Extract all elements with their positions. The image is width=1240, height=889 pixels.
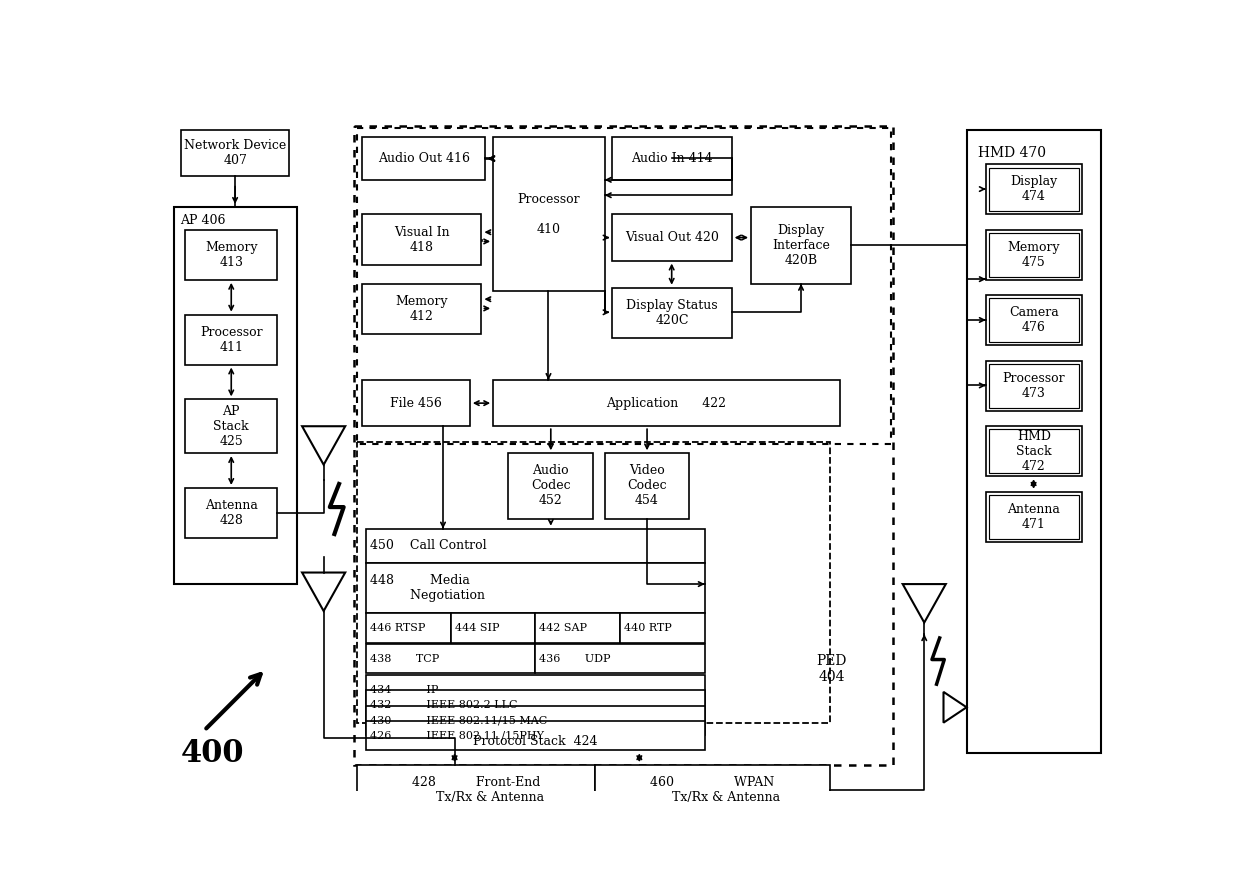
Text: Audio Out 416: Audio Out 416 (378, 152, 470, 165)
Bar (990, 233, 1079, 276)
Text: 442 SAP: 442 SAP (539, 623, 588, 633)
Text: Video
Codec
454: Video Codec 454 (627, 464, 667, 508)
Bar (355, 126, 894, 765)
Text: Visual Out 420: Visual Out 420 (625, 231, 719, 244)
Bar (357, 442, 830, 723)
Text: 436       UDP: 436 UDP (539, 653, 611, 664)
Text: 430          IEEE 802.11/15 MAC: 430 IEEE 802.11/15 MAC (370, 716, 547, 725)
Text: Memory
475: Memory 475 (1008, 241, 1060, 268)
Bar (366, 529, 704, 564)
Bar (508, 453, 593, 518)
Bar (366, 706, 704, 735)
Bar (986, 426, 1083, 477)
Bar (181, 130, 289, 176)
Text: 448         Media
          Negotiation: 448 Media Negotiation (370, 574, 485, 603)
Bar (357, 765, 595, 815)
Text: Audio
Codec
452: Audio Codec 452 (531, 464, 570, 508)
Bar (494, 138, 605, 292)
Bar (986, 361, 1083, 411)
Bar (362, 214, 481, 265)
Bar (990, 299, 1079, 342)
Text: Processor
411: Processor 411 (200, 325, 263, 354)
Bar (536, 645, 704, 673)
Text: Protocol Stack  424: Protocol Stack 424 (474, 735, 598, 749)
Bar (450, 613, 536, 643)
Bar (366, 613, 450, 643)
Bar (990, 495, 1079, 539)
Text: PED
404: PED 404 (817, 653, 847, 684)
Bar (536, 613, 620, 643)
Text: Network Device
407: Network Device 407 (184, 139, 286, 167)
Bar (986, 164, 1083, 214)
Text: Memory
413: Memory 413 (205, 241, 258, 268)
Text: AP
Stack
425: AP Stack 425 (213, 404, 249, 448)
Text: Antenna
471: Antenna 471 (1008, 502, 1060, 531)
Bar (986, 295, 1083, 346)
Text: 450    Call Control: 450 Call Control (370, 540, 486, 552)
Text: 440 RTP: 440 RTP (624, 623, 672, 633)
Bar (366, 564, 704, 613)
Text: Display Status
420C: Display Status 420C (626, 299, 718, 326)
Text: Application      422: Application 422 (606, 396, 727, 410)
Bar (751, 207, 851, 284)
Text: 428          Front-End
       Tx/Rx & Antenna: 428 Front-End Tx/Rx & Antenna (408, 776, 544, 804)
Text: HMD 470: HMD 470 (978, 146, 1047, 160)
Bar (613, 288, 732, 338)
Text: Display
474: Display 474 (1011, 175, 1058, 204)
Text: 434          IP: 434 IP (370, 685, 438, 694)
Bar (174, 207, 296, 584)
Bar (990, 167, 1079, 212)
Text: Audio In 414: Audio In 414 (631, 152, 713, 165)
Text: AP 406: AP 406 (180, 214, 226, 228)
Bar (620, 613, 704, 643)
Bar (986, 230, 1083, 280)
Text: 438       TCP: 438 TCP (370, 653, 439, 664)
Text: Display
Interface
420B: Display Interface 420B (773, 224, 830, 267)
Text: 432          IEEE 802.2 LLC: 432 IEEE 802.2 LLC (370, 700, 517, 710)
Text: File 456: File 456 (391, 396, 441, 410)
Bar (357, 128, 892, 444)
Text: 460               WPAN
       Tx/Rx & Antenna: 460 WPAN Tx/Rx & Antenna (645, 776, 780, 804)
Bar (613, 214, 732, 260)
Text: Antenna
428: Antenna 428 (205, 499, 258, 527)
Bar (613, 138, 732, 180)
Text: HMD
Stack
472: HMD Stack 472 (1016, 429, 1052, 473)
Bar (362, 138, 485, 180)
Bar (990, 429, 1079, 473)
Text: 444 SIP: 444 SIP (455, 623, 498, 633)
Bar (366, 645, 536, 673)
Bar (185, 488, 278, 538)
Text: Processor
473: Processor 473 (1003, 372, 1065, 400)
Bar (366, 691, 704, 719)
Text: 426          IEEE 802.11 /15PHY: 426 IEEE 802.11 /15PHY (370, 731, 544, 741)
Bar (595, 765, 830, 815)
Text: 446 RTSP: 446 RTSP (370, 623, 425, 633)
Bar (366, 721, 704, 750)
Bar (185, 315, 278, 364)
Bar (362, 380, 470, 426)
Bar (366, 675, 704, 704)
Text: Processor

410: Processor 410 (517, 193, 580, 236)
Bar (990, 364, 1079, 408)
Bar (967, 130, 1101, 754)
Text: Memory
412: Memory 412 (396, 295, 448, 323)
Bar (986, 492, 1083, 541)
Bar (605, 453, 689, 518)
Bar (362, 284, 481, 334)
Bar (185, 399, 278, 453)
Text: Visual In
418: Visual In 418 (394, 226, 450, 253)
Text: Camera
476: Camera 476 (1009, 307, 1059, 334)
Text: 400: 400 (181, 738, 244, 769)
Bar (185, 230, 278, 280)
Bar (494, 380, 839, 426)
